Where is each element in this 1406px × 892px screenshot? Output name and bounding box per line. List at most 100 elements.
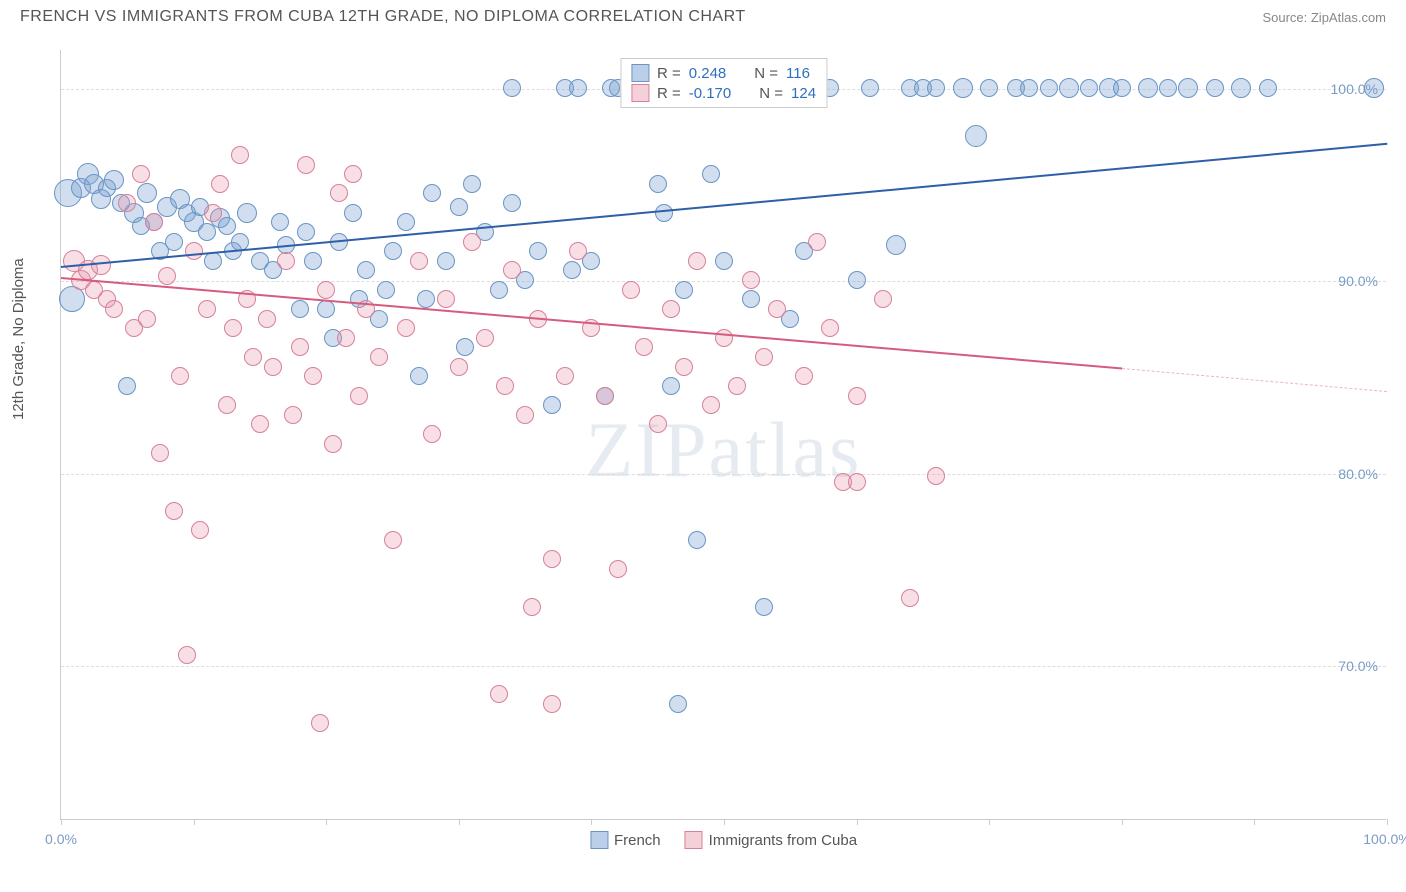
scatter-point — [224, 319, 242, 337]
scatter-point — [874, 290, 892, 308]
scatter-point — [437, 290, 455, 308]
scatter-point — [669, 695, 687, 713]
scatter-point — [105, 300, 123, 318]
y-tick-label: 90.0% — [1338, 273, 1378, 289]
scatter-point — [450, 198, 468, 216]
scatter-point — [649, 175, 667, 193]
scatter-point — [503, 261, 521, 279]
scatter-point — [1206, 79, 1224, 97]
scatter-point — [848, 387, 866, 405]
scatter-point — [171, 367, 189, 385]
scatter-point — [297, 156, 315, 174]
scatter-point — [980, 79, 998, 97]
chart-plot-area: ZIPatlas R =0.248N =116R =-0.170N =124 F… — [60, 50, 1386, 820]
scatter-point — [104, 170, 124, 190]
scatter-point — [137, 183, 157, 203]
scatter-point — [218, 396, 236, 414]
scatter-point — [204, 204, 222, 222]
scatter-point — [1059, 78, 1079, 98]
scatter-point — [304, 367, 322, 385]
chart-header: FRENCH VS IMMIGRANTS FROM CUBA 12TH GRAD… — [0, 0, 1406, 30]
scatter-point — [861, 79, 879, 97]
scatter-point — [1159, 79, 1177, 97]
n-value: 124 — [791, 85, 816, 102]
scatter-point — [688, 531, 706, 549]
scatter-point — [715, 329, 733, 347]
scatter-point — [258, 310, 276, 328]
scatter-point — [569, 79, 587, 97]
scatter-point — [151, 444, 169, 462]
scatter-point — [384, 242, 402, 260]
scatter-point — [523, 598, 541, 616]
scatter-point — [490, 685, 508, 703]
scatter-point — [317, 300, 335, 318]
scatter-point — [437, 252, 455, 270]
scatter-point — [218, 217, 236, 235]
legend-item: Immigrants from Cuba — [685, 831, 857, 849]
scatter-point — [649, 415, 667, 433]
scatter-point — [768, 300, 786, 318]
gridline — [61, 281, 1386, 282]
scatter-point — [675, 281, 693, 299]
series-legend: French Immigrants from Cuba — [590, 831, 857, 849]
scatter-point — [1231, 78, 1251, 98]
legend-swatch — [685, 831, 703, 849]
scatter-point — [516, 406, 534, 424]
scatter-point — [244, 348, 262, 366]
scatter-point — [185, 242, 203, 260]
scatter-point — [118, 194, 136, 212]
scatter-point — [145, 213, 163, 231]
scatter-point — [715, 252, 733, 270]
scatter-point — [662, 300, 680, 318]
x-tick-mark — [724, 819, 725, 825]
scatter-point — [417, 290, 435, 308]
scatter-point — [529, 242, 547, 260]
scatter-point — [702, 396, 720, 414]
scatter-point — [755, 348, 773, 366]
legend-label: French — [614, 832, 661, 849]
scatter-point — [423, 425, 441, 443]
scatter-point — [662, 377, 680, 395]
scatter-point — [1138, 78, 1158, 98]
scatter-point — [377, 281, 395, 299]
n-value: 116 — [786, 65, 810, 82]
scatter-point — [742, 271, 760, 289]
y-axis-label: 12th Grade, No Diploma — [10, 258, 27, 420]
chart-source: Source: ZipAtlas.com — [1262, 10, 1386, 25]
scatter-point — [1113, 79, 1131, 97]
scatter-point — [410, 252, 428, 270]
scatter-point — [1020, 79, 1038, 97]
x-tick-mark — [459, 819, 460, 825]
r-value: -0.170 — [689, 85, 732, 102]
scatter-point — [596, 387, 614, 405]
scatter-point — [821, 319, 839, 337]
scatter-point — [848, 473, 866, 491]
x-tick-mark — [1254, 819, 1255, 825]
scatter-point — [1178, 78, 1198, 98]
scatter-point — [728, 377, 746, 395]
x-tick-mark — [1387, 819, 1388, 825]
x-tick-label: 0.0% — [45, 831, 77, 847]
scatter-point — [384, 531, 402, 549]
scatter-point — [635, 338, 653, 356]
scatter-point — [965, 125, 987, 147]
watermark-zip: ZIP — [586, 406, 709, 493]
n-label: N = — [759, 85, 783, 102]
scatter-point — [927, 79, 945, 97]
legend-swatch — [631, 84, 649, 102]
scatter-point — [357, 261, 375, 279]
scatter-point — [132, 165, 150, 183]
scatter-point — [423, 184, 441, 202]
scatter-point — [350, 387, 368, 405]
scatter-point — [284, 406, 302, 424]
x-tick-mark — [61, 819, 62, 825]
regression-line — [61, 142, 1387, 267]
scatter-point — [231, 146, 249, 164]
scatter-point — [337, 329, 355, 347]
scatter-point — [271, 213, 289, 231]
r-label: R = — [657, 65, 681, 82]
scatter-point — [330, 184, 348, 202]
scatter-point — [563, 261, 581, 279]
scatter-point — [543, 396, 561, 414]
n-label: N = — [754, 65, 778, 82]
